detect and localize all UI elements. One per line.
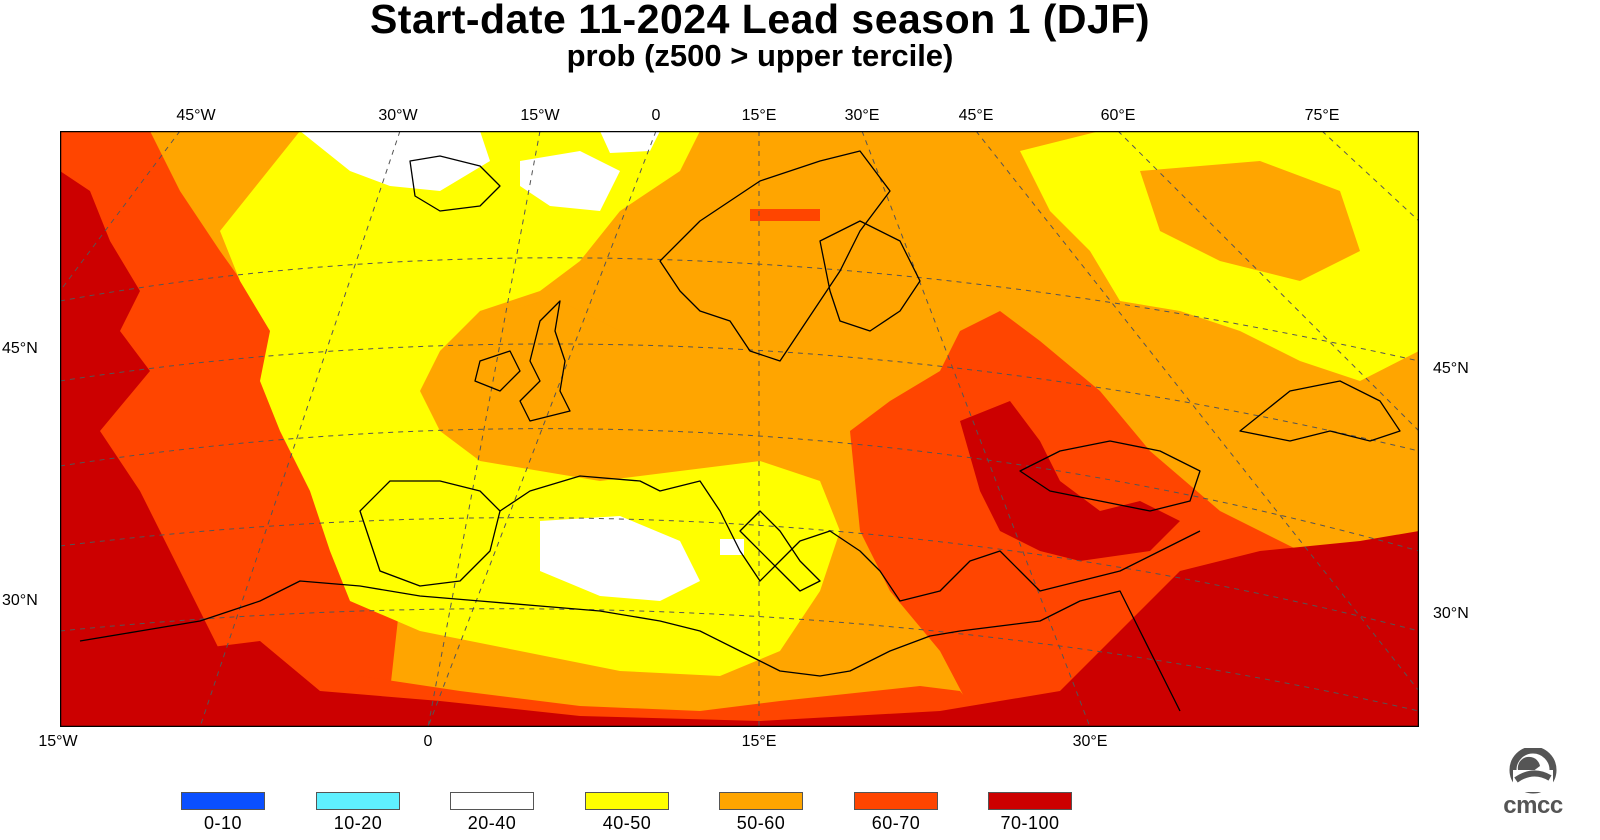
top-lon-label-60e: 60°E: [1100, 107, 1136, 124]
region-50-60-ne-patch: [1140, 161, 1360, 281]
coast-ireland: [474, 350, 521, 392]
coast-iberia: [359, 480, 501, 587]
legend-label-70-100: 70-100: [1000, 813, 1060, 833]
legend-label-40-50: 40-50: [602, 813, 652, 833]
region-70-100-west: [60, 171, 290, 727]
top-lon-label-30e: 30°E: [844, 107, 880, 124]
region-20-40-iceland: [520, 151, 620, 211]
region-70-100-south: [60, 531, 1419, 727]
legend-item-40-50: 40-50: [585, 792, 669, 834]
legend-label-0-10: 0-10: [203, 813, 243, 833]
legend-swatch-70-100: [988, 792, 1072, 810]
coast-scandinavia: [659, 150, 891, 362]
map-title: Start-date 11-2024 Lead season 1 (DJF): [369, 0, 1151, 42]
legend-label-50-60: 50-60: [736, 813, 786, 833]
probability-map: [60, 131, 1419, 727]
legend-swatch-20-40: [450, 792, 534, 810]
coast-iceland: [409, 155, 501, 212]
right-lat-label-45n: 45°N: [1433, 360, 1469, 377]
legend-item-10-20: 10-20: [316, 792, 400, 834]
top-lon-label-15w: 15°W: [520, 107, 560, 124]
legend-swatch-50-60: [719, 792, 803, 810]
top-lon-label-0: 0: [651, 107, 661, 124]
legend-item-60-70: 60-70: [854, 792, 938, 834]
region-60-70-strip: [750, 209, 820, 221]
cmcc-logo-icon: [1509, 746, 1557, 794]
left-lat-label-30n: 30°N: [2, 592, 38, 609]
graticule-lat-40n: [60, 428, 1419, 552]
legend-item-70-100: 70-100: [988, 792, 1072, 834]
graticule-lon-0: [427, 131, 657, 727]
bottom-lon-label-15w: 15°W: [38, 733, 78, 750]
region-50-60-central-patch: [480, 301, 680, 431]
top-lon-label-30w: 30°W: [378, 107, 418, 124]
graticule-lat-50n: [60, 343, 1419, 452]
top-lon-label-15e: 15°E: [741, 107, 777, 124]
legend-label-10-20: 10-20: [333, 813, 383, 833]
coast-britain: [519, 300, 571, 422]
cmcc-logo-text: cmcc: [1503, 792, 1563, 819]
top-lon-label-45w: 45°W: [176, 107, 216, 124]
graticule-lat-20n: [60, 608, 1419, 712]
legend-item-0-10: 0-10: [181, 792, 265, 834]
map-subtitle: prob (z500 > upper tercile): [566, 38, 954, 73]
region-20-40-north: [600, 131, 660, 153]
map-canvas: [60, 131, 1419, 727]
map-frame: [60, 131, 1419, 727]
graticule-lon-75e: [1321, 131, 1419, 222]
region-20-40-greenland: [300, 131, 490, 191]
coast-finland: [819, 220, 921, 332]
legend-swatch-60-70: [854, 792, 938, 810]
region-20-40-patch: [720, 539, 744, 555]
coast-italy: [739, 510, 821, 592]
top-lon-label-45e: 45°E: [958, 107, 994, 124]
legend-swatch-0-10: [181, 792, 265, 810]
graticule-lon-15w: [427, 131, 541, 727]
region-20-40-mediterranean: [540, 516, 700, 601]
coast-north-africa: [79, 580, 1181, 712]
graticule-lat-30n: [60, 517, 1419, 632]
graticule-lat-60n: [60, 257, 1419, 362]
region-70-100-blacksea: [960, 401, 1180, 561]
legend-item-20-40: 20-40: [450, 792, 534, 834]
coast-caspian: [1239, 380, 1401, 442]
legend-swatch-10-20: [316, 792, 400, 810]
right-lat-label-30n: 30°N: [1433, 605, 1469, 622]
bottom-lon-label-15e: 15°E: [741, 733, 777, 750]
bottom-lon-label-0: 0: [423, 733, 433, 750]
region-40-50-central: [220, 131, 840, 676]
coast-black-sea: [1019, 440, 1201, 512]
coast-mediterranean-north: [499, 475, 1201, 602]
graticule-lon-60e: [1117, 131, 1419, 432]
graticule-lon-30w: [199, 131, 401, 727]
cmcc-logo: cmcc: [1478, 746, 1588, 828]
coastlines: [79, 150, 1401, 712]
legend-item-50-60: 50-60: [719, 792, 803, 834]
legend-label-20-40: 20-40: [467, 813, 517, 833]
graticule: [60, 131, 1419, 727]
left-lat-label-45n: 45°N: [2, 340, 38, 357]
bottom-lon-label-30e: 30°E: [1072, 733, 1108, 750]
legend-swatch-40-50: [585, 792, 669, 810]
graticule-lon-45w: [60, 131, 181, 292]
legend-label-60-70: 60-70: [871, 813, 921, 833]
top-lon-label-75e: 75°E: [1304, 107, 1340, 124]
graticule-lon-30e: [861, 131, 1091, 727]
